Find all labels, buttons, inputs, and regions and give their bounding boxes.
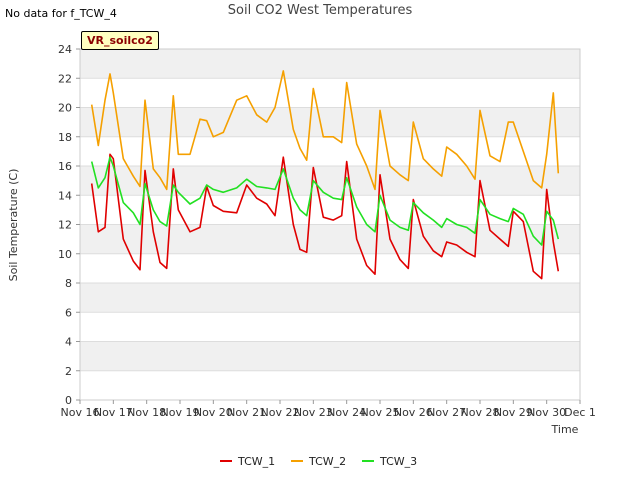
x-tick-label: Nov 27 (427, 406, 466, 419)
series-line-tcw_1 (90, 153, 560, 280)
y-tick-label: 16 (58, 160, 72, 173)
y-tick-label: 12 (58, 219, 72, 232)
grid-band (80, 283, 580, 313)
legend-label-tcw_3: TCW_3 (379, 455, 417, 468)
y-tick-label: 24 (58, 43, 72, 56)
x-tick-label: Nov 29 (494, 406, 533, 419)
no-data-notice: No data for f_TCW_4 (5, 7, 117, 20)
chart-title: Soil CO2 West Temperatures (227, 3, 413, 18)
grid-band (80, 49, 580, 79)
station-badge: VR_soilco2 (81, 31, 159, 50)
x-axis-label: Time (551, 423, 579, 436)
legend-label-tcw_1: TCW_1 (237, 455, 275, 468)
series-lines (90, 70, 560, 280)
y-tick-label: 2 (65, 365, 72, 378)
y-axis-label: Soil Temperature (C) (7, 169, 20, 282)
grid-band (80, 312, 580, 342)
x-tick-label: Nov 20 (194, 406, 233, 419)
plot-background (79, 48, 581, 401)
grid-band (80, 78, 580, 108)
x-tick-label: Nov 23 (294, 406, 333, 419)
x-tick-label: Nov 30 (527, 406, 566, 419)
y-tick-label: 8 (65, 277, 72, 290)
series-line-tcw_2 (90, 70, 560, 191)
grid-band (80, 341, 580, 371)
legend-label-tcw_2: TCW_2 (308, 455, 346, 468)
y-tick-label: 6 (65, 306, 72, 319)
x-tick-label: Nov 18 (127, 406, 166, 419)
grid-band (80, 253, 580, 283)
legend: TCW_1 TCW_2 TCW_3 (220, 455, 417, 468)
grid-band (80, 224, 580, 254)
series-line-tcw_3 (90, 156, 560, 246)
x-tick-label: Nov 22 (261, 406, 300, 419)
grid-band (80, 166, 580, 196)
y-tick-label: 0 (65, 394, 72, 407)
y-tick-label: 22 (58, 72, 72, 85)
y-tick-label: 20 (58, 102, 72, 115)
x-tick-label: Nov 28 (461, 406, 500, 419)
grid-band (80, 136, 580, 166)
x-tick-label: Nov 19 (161, 406, 200, 419)
x-tick-label: Nov 25 (361, 406, 400, 419)
y-tick-label: 18 (58, 131, 72, 144)
x-tick-label: Nov 24 (327, 406, 366, 419)
x-tick-label: Nov 16 (61, 406, 100, 419)
grid-band (80, 107, 580, 137)
x-tick-label: Nov 21 (227, 406, 266, 419)
x-tick-label: Dec 1 (564, 406, 596, 419)
x-tick-label: Nov 17 (94, 406, 133, 419)
y-tick-label: 4 (65, 336, 72, 349)
y-tick-label: 10 (58, 248, 72, 261)
y-tick-label: 14 (58, 189, 72, 202)
grid-band (80, 370, 580, 400)
x-tick-label: Nov 26 (394, 406, 433, 419)
